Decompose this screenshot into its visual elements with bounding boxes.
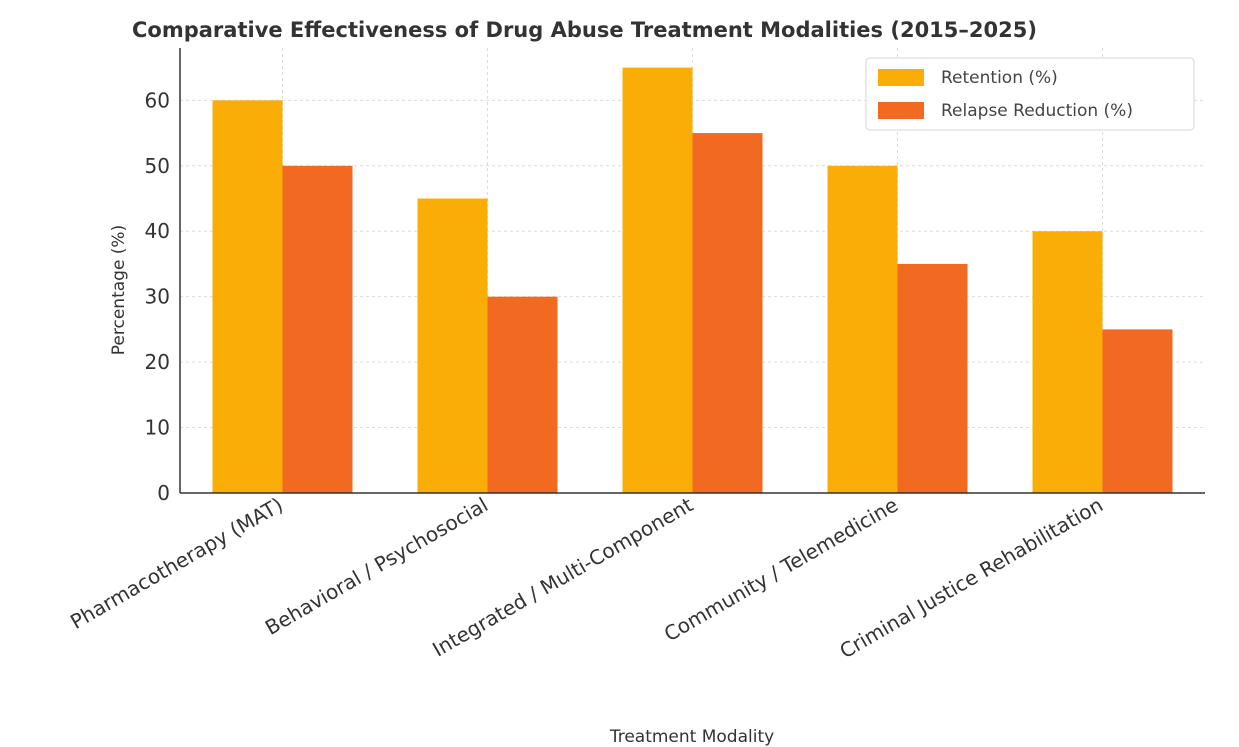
bar-relapse-reduction <box>487 296 558 493</box>
bars <box>212 67 1173 494</box>
bar-relapse-reduction <box>692 133 763 493</box>
legend: Retention (%) Relapse Reduction (%) <box>865 57 1195 131</box>
y-tick-label: 30 <box>145 285 170 309</box>
axes <box>179 48 1205 494</box>
x-tick-label: Community / Telemedicine <box>660 493 902 647</box>
legend-box <box>865 57 1195 131</box>
bar-retention <box>622 67 693 493</box>
y-tick-labels: 0 10 20 30 40 50 60 <box>145 88 170 505</box>
legend-swatch <box>878 69 924 86</box>
bar-retention <box>212 100 283 494</box>
x-tick-labels: Pharmacotherapy (MAT)Behavioral / Psycho… <box>66 492 1107 663</box>
legend-label: Relapse Reduction (%) <box>941 101 1133 121</box>
y-tick-label: 10 <box>145 416 170 440</box>
y-tick-label: 40 <box>145 219 170 243</box>
bar-retention <box>417 198 488 493</box>
y-tick-label: 20 <box>145 350 170 374</box>
bar-retention <box>827 165 898 493</box>
y-tick-label: 0 <box>157 481 170 505</box>
bar-relapse-reduction <box>1102 329 1173 493</box>
bar-relapse-reduction <box>897 263 968 493</box>
y-axis-label: Percentage (%) <box>109 225 129 355</box>
y-tick-label: 50 <box>145 154 170 178</box>
chart-title: Comparative Effectiveness of Drug Abuse … <box>132 18 1037 42</box>
x-tick-label: Pharmacotherapy (MAT) <box>66 493 287 634</box>
bar-retention <box>1032 231 1103 493</box>
bar-relapse-reduction <box>282 165 353 493</box>
x-axis-label: Treatment Modality <box>609 727 774 747</box>
legend-swatch <box>878 102 924 119</box>
x-tick-label: Behavioral / Psychosocial <box>261 493 492 640</box>
y-tick-label: 60 <box>145 88 170 112</box>
legend-label: Retention (%) <box>941 68 1058 88</box>
